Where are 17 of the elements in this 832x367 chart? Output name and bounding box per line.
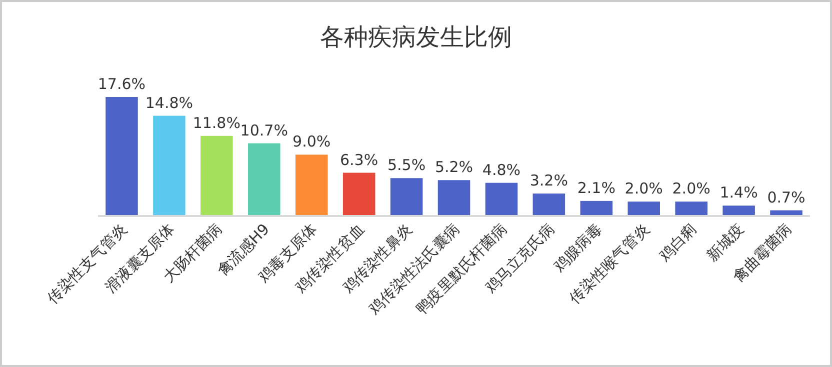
data-label: 2.0% [672, 180, 710, 198]
data-label: 5.2% [434, 158, 474, 176]
data-label: 4.8% [482, 160, 521, 179]
data-label: 10.7% [240, 121, 288, 140]
x-tick-label: 鸡白痢 [654, 220, 700, 266]
data-label: 0.7% [767, 188, 806, 206]
data-label: 5.5% [387, 156, 426, 174]
data-label: 6.3% [340, 150, 378, 169]
data-label: 3.2% [530, 172, 568, 190]
data-label: 17.6% [98, 75, 146, 93]
data-label: 9.0% [292, 132, 331, 151]
data-label: 2.1% [577, 178, 616, 197]
data-label: 1.4% [720, 184, 758, 202]
data-label: 11.8% [192, 114, 240, 132]
data-label: 14.8% [145, 94, 194, 112]
data-label: 2.0% [624, 180, 663, 198]
chart-title: 各种疾病发生比例 [320, 23, 512, 51]
